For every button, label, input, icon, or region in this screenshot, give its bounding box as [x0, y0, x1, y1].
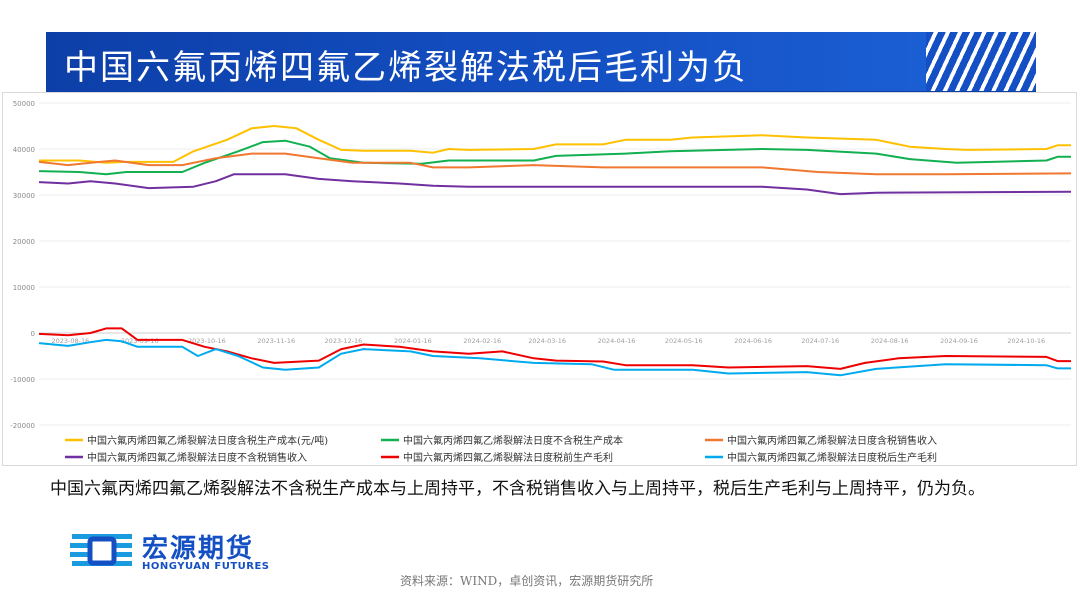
x-tick-label: 2024-07-16	[801, 337, 839, 345]
title-banner: 中国六氟丙烯四氟乙烯裂解法税后毛利为负	[46, 32, 1036, 94]
source-note: 资料来源：WIND，卓创资讯，宏源期货研究所	[400, 574, 654, 588]
x-tick-label: 2023-09-16	[121, 337, 159, 345]
title-banner-stripes	[926, 32, 1036, 94]
hongyuan-logo-icon	[70, 534, 132, 566]
legend-label-1: 中国六氟丙烯四氟乙烯裂解法日度含税生产成本(元/吨)	[87, 434, 328, 447]
company-logo: 宏源期货 HONGYUAN FUTURES	[70, 528, 330, 578]
y-tick-label: 40000	[13, 146, 35, 154]
series-line-1	[39, 125, 1071, 164]
x-tick-label: 2024-05-16	[665, 337, 703, 345]
y-tick-label: -10000	[10, 376, 35, 384]
x-tick-label: 2023-08-16	[51, 337, 89, 345]
x-tick-label: 2024-04-16	[598, 337, 636, 345]
y-tick-label: 20000	[13, 238, 35, 246]
y-tick-label: 10000	[13, 284, 35, 292]
x-tick-label: 2024-03-16	[528, 337, 566, 345]
x-tick-label: 2023-12-16	[325, 337, 363, 345]
series-line-6	[38, 338, 1071, 377]
series-line-2	[38, 139, 1071, 176]
legend-label-5: 中国六氟丙烯四氟乙烯裂解法日度税前生产毛利	[403, 451, 613, 464]
x-tick-label: 2024-08-16	[871, 337, 909, 345]
x-tick-label: 2023-11-16	[257, 337, 295, 345]
legend-label-2: 中国六氟丙烯四氟乙烯裂解法日度不含税生产成本	[403, 434, 623, 447]
x-tick-label: 2023-10-16	[188, 337, 226, 345]
y-tick-label: -20000	[10, 422, 35, 430]
title-banner-bar	[46, 32, 946, 94]
commentary-text: 中国六氟丙烯四氟乙烯裂解法不含税生产成本与上周持平，不含税销售收入与上周持平，税…	[50, 479, 985, 499]
x-tick-label: 2024-02-16	[463, 337, 501, 345]
x-tick-label: 2024-09-16	[940, 337, 978, 345]
series-line-4	[38, 173, 1072, 196]
series-line-3	[38, 152, 1072, 176]
y-tick-label: 50000	[13, 100, 35, 108]
legend-label-4: 中国六氟丙烯四氟乙烯裂解法日度不含税销售收入	[87, 451, 307, 464]
chart-frame: 50000 40000 30000 20000 10000 0 -10000 -20000 20…	[2, 92, 1077, 466]
logo-en-text: HONGYUAN FUTURES	[142, 561, 270, 572]
y-tick-label: 30000	[13, 192, 35, 200]
legend-label-6: 中国六氟丙烯四氟乙烯裂解法日度税后生产毛利	[727, 451, 937, 464]
y-tick-label: 0	[31, 330, 35, 338]
series-line-5	[38, 327, 1071, 370]
line-chart: 50000 40000 30000 20000 10000 0 -10000 -20000 20…	[10, 100, 1072, 464]
legend-label-3: 中国六氟丙烯四氟乙烯裂解法日度含税销售收入	[727, 434, 937, 447]
page-title: 中国六氟丙烯四氟乙烯裂解法税后毛利为负	[64, 48, 748, 88]
x-tick-label: 2024-06-16	[734, 337, 772, 345]
x-tick-label: 2024-01-16	[394, 337, 432, 345]
logo-cn-text: 宏源期货	[142, 534, 255, 564]
x-tick-label: 2024-10-16	[1007, 337, 1045, 345]
